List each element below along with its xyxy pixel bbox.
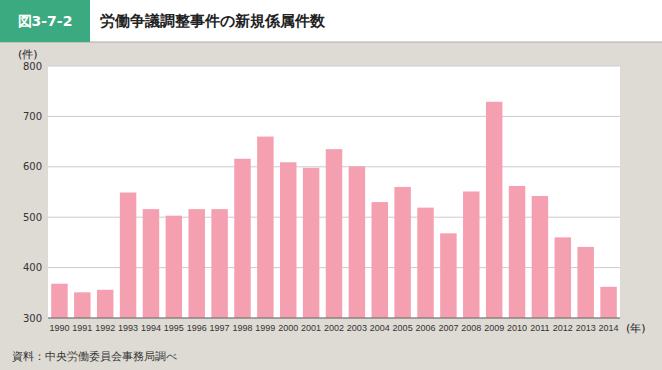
x-tick-label: 2014 [599,323,619,333]
grid-line [48,116,620,117]
bar [577,247,593,318]
x-tick-label: 1993 [118,323,138,333]
y-tick-label: 700 [23,111,42,122]
bar [120,193,136,318]
x-tick-label: 1990 [49,323,69,333]
x-tick-label: 2010 [507,323,527,333]
x-tick-label: 1992 [95,323,115,333]
bar [234,159,250,318]
y-axis: 300 400 500 600 700 800 [23,61,42,324]
chart-container: 図3-7-2 労働争議調整事件の新規係属件数 300 400 500 600 700 800 1… [0,0,662,370]
bar [509,186,525,318]
bar [326,149,342,318]
grid-line [48,318,620,319]
x-tick-label: 2009 [484,323,504,333]
source-note: 資料：中央労働委員会事務局調べ [12,350,177,363]
bar [143,209,159,318]
y-tick-label: 600 [23,161,42,172]
y-axis-label: (件) [18,48,38,61]
bar [372,202,388,318]
bar [555,237,571,318]
x-tick-label: 2005 [393,323,413,333]
x-axis-label: (年) [626,322,646,335]
bar [51,284,67,318]
bar [280,162,296,318]
x-tick-label: 2012 [553,323,573,333]
x-tick-label: 1998 [232,323,252,333]
x-tick-label: 2001 [301,323,321,333]
grid-line [48,66,620,67]
x-tick-label: 1997 [210,323,230,333]
bar [486,102,502,318]
bar [394,187,410,318]
bar [349,166,365,318]
bar [600,287,616,318]
x-tick-label: 1999 [255,323,275,333]
bar [166,216,182,318]
x-tick-label: 2002 [324,323,344,333]
y-tick-label: 500 [23,212,42,223]
x-tick-label: 2000 [278,323,298,333]
bar [188,209,204,318]
x-tick-label: 1994 [141,323,161,333]
bar [257,137,273,318]
bar [417,208,433,318]
bar [463,191,479,318]
x-tick-label: 2008 [461,323,481,333]
bar [440,233,456,318]
bar [532,196,548,318]
title-strip [0,0,662,42]
x-axis: 1990199119921993199419951996199719981999… [48,318,620,333]
bar [211,209,227,318]
title-label-box [0,0,90,42]
x-tick-label: 2013 [576,323,596,333]
figure-label: 図3-7-2 [18,13,73,29]
x-tick-label: 2011 [530,323,549,333]
x-tick-label: 2003 [347,323,367,333]
title: 労働争議調整事件の新規係属件数 [100,12,326,30]
x-tick-label: 1995 [164,323,184,333]
x-tick-label: 1991 [72,323,92,333]
bar [97,290,113,318]
y-tick-label: 300 [23,313,42,324]
x-tick-label: 2006 [416,323,436,333]
x-tick-label: 2007 [438,323,458,333]
x-axis-line [48,318,620,319]
bar [74,292,90,318]
y-tick-label: 800 [23,61,42,72]
x-tick-label: 2004 [370,323,390,333]
bars [51,102,617,318]
y-tick-label: 400 [23,262,42,273]
bar [303,168,319,318]
chart-svg: 図3-7-2 労働争議調整事件の新規係属件数 300 400 500 600 700 800 1… [0,0,662,370]
title-rule [0,42,662,43]
x-tick-label: 1996 [187,323,207,333]
